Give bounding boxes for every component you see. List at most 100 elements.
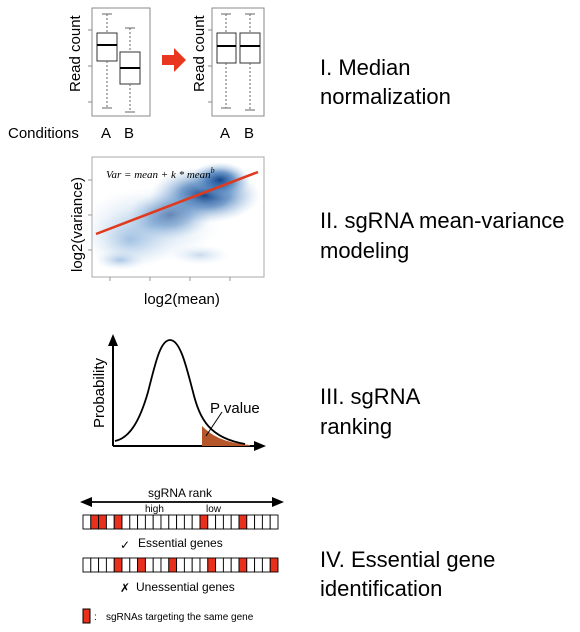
essential-cell: [222, 514, 232, 530]
unessential-cross-icon: ✗: [120, 581, 130, 595]
boxplot-b-before: [119, 27, 141, 113]
essential-hit-cell: [199, 514, 209, 530]
unessential-cell: [222, 557, 232, 573]
unessential-hit-cell: [168, 557, 178, 573]
essential-cell: [261, 514, 271, 530]
step-2-line-1: II. sgRNA mean-variance: [320, 208, 565, 233]
essential-cell: [105, 514, 115, 530]
conditions-label: Conditions: [8, 125, 79, 142]
unessential-cell: [215, 557, 224, 573]
essential-cell: [129, 514, 139, 530]
unessential-cell: [191, 557, 201, 573]
p-value-tail-area: [202, 426, 250, 446]
boxplot-frame-after: [211, 7, 265, 117]
legend-separator: :: [94, 612, 97, 623]
density-cloud: [92, 162, 260, 270]
unessential-cell: [152, 557, 162, 573]
boxplot-a-before: [96, 13, 118, 109]
essential-hit-cell: [98, 514, 107, 530]
unessential-label: Unessential genes: [136, 580, 235, 594]
panel-essential-genes: sgRNA rank high low ✓ Essential genes ✗ …: [80, 486, 495, 624]
step-3-line-2: ranking: [320, 414, 392, 439]
essential-hit-cell: [90, 514, 100, 530]
essential-cell: [176, 514, 185, 530]
unessential-cell: [183, 557, 193, 573]
variance-formula: Var = mean + k * meanb: [106, 166, 215, 181]
essential-cell: [82, 514, 92, 530]
rank-low-label: low: [206, 504, 222, 515]
unessential-cell: [121, 557, 131, 573]
boxplot-b-after: [239, 13, 261, 111]
ylabel-log2-variance: log2(variance): [69, 177, 86, 272]
unessential-sgrna-row: [82, 557, 279, 573]
condition-a-after: A: [220, 125, 230, 142]
panel-median-normalization: Read count Read count Conditions A B: [8, 7, 451, 142]
variance-fit-line: [95, 170, 259, 236]
panel-mean-variance: Var = mean + k * meanb log2(variance) lo…: [69, 156, 565, 308]
essential-cell: [254, 514, 263, 530]
essential-cell: [191, 514, 201, 530]
condition-b-after: B: [244, 125, 254, 142]
essential-cell: [137, 514, 146, 530]
essential-cell: [230, 514, 240, 530]
essential-label: Essential genes: [138, 536, 223, 550]
boxplot-a-after: [216, 13, 237, 109]
unessential-hit-cell: [207, 557, 217, 573]
ylabel-read-count-after: Read count: [191, 14, 208, 92]
essential-cell: [121, 514, 131, 530]
essential-check-icon: ✓: [120, 538, 130, 552]
step-1-line-1: I. Median: [320, 55, 411, 80]
legend-swatch: [82, 608, 91, 624]
unessential-cell: [98, 557, 107, 573]
unessential-cell: [129, 557, 139, 573]
step-1-line-2: normalization: [320, 84, 451, 109]
essential-cell: [183, 514, 193, 530]
y-axis-arrow-icon: [108, 334, 118, 346]
unessential-cell: [144, 557, 154, 573]
unessential-cell: [82, 557, 92, 573]
legend-label: sgRNAs targeting the same gene: [106, 612, 254, 623]
unessential-hit-cell: [113, 557, 123, 573]
ylabel-probability: Probability: [91, 357, 108, 428]
essential-hit-cell: [238, 514, 248, 530]
essential-cell: [269, 514, 279, 530]
essential-cell: [215, 514, 224, 530]
unessential-hit-cell: [269, 557, 279, 573]
ylabel-read-count-before: Read count: [67, 14, 84, 92]
scatter-ticks: [88, 179, 231, 281]
essential-hit-cell: [113, 514, 123, 530]
essential-cell: [246, 514, 256, 530]
x-axis-arrow-icon: [254, 441, 266, 451]
unessential-hit-cell: [137, 557, 146, 573]
boxplot-frame-before: [91, 7, 151, 117]
step-3-line-1: III. sgRNA: [320, 384, 421, 409]
essential-cell: [160, 514, 170, 530]
unessential-cell: [90, 557, 100, 573]
rank-arrow-right-icon: [272, 497, 284, 507]
essential-cell: [168, 514, 178, 530]
unessential-cell: [160, 557, 170, 573]
normalize-arrow-icon: [162, 48, 186, 72]
panel-ranking: P value Probability III. sgRNA ranking: [91, 334, 421, 451]
unessential-cell: [199, 557, 209, 573]
unessential-cell: [176, 557, 185, 573]
rank-label: sgRNA rank: [148, 486, 213, 500]
step-2-line-2: modeling: [320, 238, 409, 263]
essential-cell: [144, 514, 154, 530]
pvalue-label: P value: [210, 400, 260, 417]
essential-cell: [152, 514, 162, 530]
essential-sgrna-row: [82, 514, 279, 530]
unessential-cell: [230, 557, 240, 573]
unessential-hit-cell: [238, 557, 248, 573]
probability-density-curve: [114, 339, 246, 445]
condition-b-before: B: [124, 125, 134, 142]
pvalue-pointer: [205, 411, 223, 437]
condition-a-before: A: [101, 125, 111, 142]
step-4-line-1: IV. Essential gene: [320, 547, 495, 572]
xlabel-log2-mean: log2(mean): [144, 291, 220, 308]
unessential-cell: [105, 557, 115, 573]
step-4-line-2: identification: [320, 576, 442, 601]
rank-arrow-left-icon: [80, 497, 92, 507]
unessential-cell: [261, 557, 271, 573]
